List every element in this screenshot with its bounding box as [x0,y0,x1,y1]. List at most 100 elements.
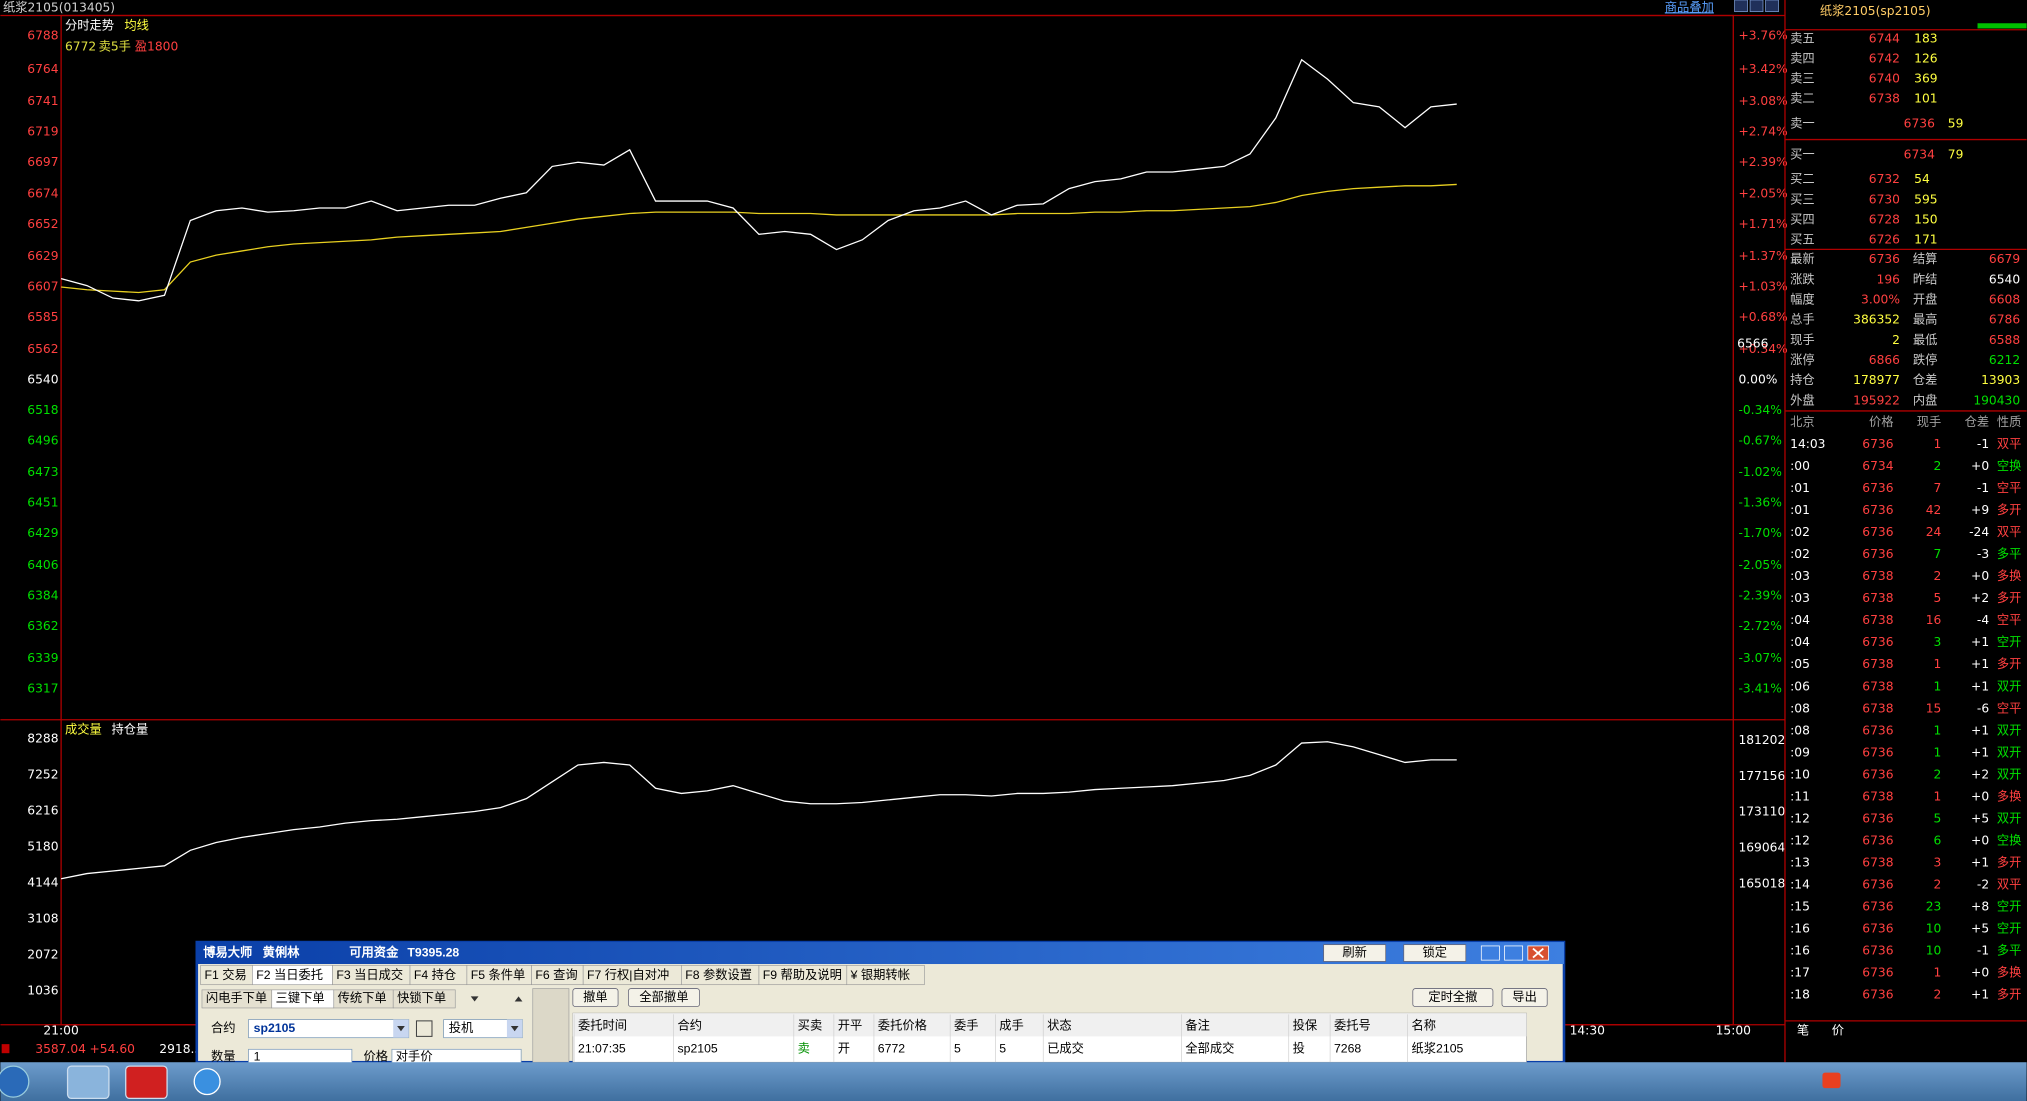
trade-cell: 6736 [1862,745,1893,759]
subtab[interactable]: 传统下单 [338,990,387,1005]
tab[interactable]: 持仓量 [112,722,149,737]
trade-cell: :09 [1790,745,1810,759]
index-icon [1,1044,10,1054]
start-button[interactable] [0,1065,30,1098]
form-label: 价格 [363,1048,388,1063]
trade-cell: 6736 [1862,437,1893,451]
tab[interactable]: 分时走势 [65,18,114,32]
min-button[interactable] [1480,945,1500,961]
dialog-tab[interactable]: F1 交易 [205,967,247,982]
dialog-tab[interactable]: F6 查询 [535,968,577,982]
pct-tick-label: -0.34% [1738,403,1781,417]
price-tick-label: 6473 [27,465,58,479]
pct-tick-label: +2.74% [1738,124,1787,138]
book-volume: 369 [1914,71,1937,85]
tab[interactable]: 均线 [124,18,149,32]
book-label: 卖三 [1790,71,1815,85]
quote-value: 3.00% [1861,293,1900,307]
dialog-tab[interactable]: F3 当日成交 [336,967,403,982]
overlay-button[interactable]: 商品叠加 [1665,0,1714,14]
trade-cell: 6736 [1862,723,1893,737]
dropdown-arrow [397,1026,405,1032]
dialog-tab[interactable]: F2 当日委托 [256,968,323,982]
trade-cell: :03 [1790,569,1810,583]
action-button[interactable]: 定时全撤 [1428,989,1477,1004]
subtab-arrows[interactable] [470,996,523,1002]
table-cell: 投 [1293,1041,1305,1056]
action-button[interactable]: 导出 [1512,990,1537,1004]
book-volume: 183 [1914,31,1937,45]
quote-value: 6608 [1989,293,2020,307]
button-frame[interactable] [1412,988,1494,1008]
dialog-tab[interactable]: F8 参数设置 [685,967,752,982]
book-label: 买五 [1790,233,1815,247]
form-value[interactable]: sp2105 [254,1021,296,1035]
position-price: 6772 [65,40,96,54]
trade-cell: :05 [1790,657,1810,671]
trade-cell: 3 [1934,855,1942,869]
subtab-frame[interactable] [392,989,456,1009]
pct-tick-label: -0.67% [1738,433,1781,447]
button-frame[interactable] [628,988,700,1008]
tab[interactable]: 成交量 [65,722,102,737]
tab-frame[interactable] [846,964,925,986]
form-value[interactable]: 对手价 [396,1049,433,1063]
trade-cell: 23 [1926,899,1942,913]
trade-cell: 双开 [1997,679,2022,693]
trade-cell: :15 [1790,899,1810,913]
book-volume: 79 [1948,148,1964,162]
price-tick-label: 6451 [27,496,58,510]
dialog-tab[interactable]: F5 条件单 [471,968,526,982]
subtab[interactable]: 快锁下单 [397,990,446,1005]
dialog-tab[interactable]: ¥ 银期转帐 [850,967,910,982]
table-cell: 5 [999,1042,1006,1056]
book-price: 6736 [1904,117,1935,131]
action-button[interactable]: 全部撤单 [639,989,688,1004]
volume-tick-label: 8288 [27,732,58,746]
trade-cell: 1 [1934,679,1942,693]
quote-label: 幅度 [1790,292,1815,307]
max-button[interactable] [1504,945,1524,961]
app-icon[interactable] [125,1065,168,1100]
trade-cell: :08 [1790,701,1810,715]
trade-cell: +2 [1971,591,1989,605]
table-cell: 21:07:35 [578,1042,626,1056]
dialog-tab[interactable]: F4 持仓 [414,967,456,982]
close-button[interactable] [1765,0,1779,13]
book-price: 6730 [1869,192,1900,206]
button-frame[interactable] [572,988,619,1008]
bottom-tab[interactable]: 笔 [1797,1023,1809,1038]
trade-cell: 7 [1934,481,1942,495]
bottom-tab[interactable]: 价 [1832,1024,1844,1038]
column-header: 买卖 [798,1018,823,1032]
dialog-tab[interactable]: F7 行权|自对冲 [587,967,669,982]
min-button[interactable] [1734,0,1748,13]
max-button[interactable] [1749,0,1764,13]
button-frame[interactable] [1403,944,1467,962]
trade-cell: 6738 [1862,569,1893,583]
ime-icon[interactable] [1822,1072,1841,1089]
lock-icon[interactable] [415,1020,433,1037]
trade-header: 北京 [1790,415,1815,429]
quote-label: 最低 [1913,333,1938,347]
trade-cell: 6736 [1862,811,1893,825]
table-cell: 5 [954,1042,961,1056]
button-frame[interactable] [1501,988,1548,1008]
title-button[interactable]: 锁定 [1423,944,1448,959]
app-icon[interactable] [66,1065,110,1100]
title-button[interactable]: 刷新 [1342,944,1367,959]
book-label: 卖二 [1790,91,1815,105]
column-header: 投保 [1293,1017,1318,1032]
browser-icon[interactable] [193,1068,221,1096]
action-button[interactable]: 撤单 [583,989,608,1004]
subtab[interactable]: 三键下单 [276,991,325,1005]
form-value[interactable]: 投机 [449,1020,474,1035]
trade-cell: 双平 [1997,877,2022,891]
volume-tick-label: 4144 [27,876,58,890]
dialog-tab[interactable]: F9 帮助及说明 [763,967,842,982]
quote-value: 2 [1892,333,1900,347]
subtab[interactable]: 闪电手下单 [206,991,267,1005]
trade-cell: +1 [1971,855,1989,869]
button-frame[interactable] [1323,944,1387,962]
form-value[interactable]: 1 [254,1049,261,1063]
